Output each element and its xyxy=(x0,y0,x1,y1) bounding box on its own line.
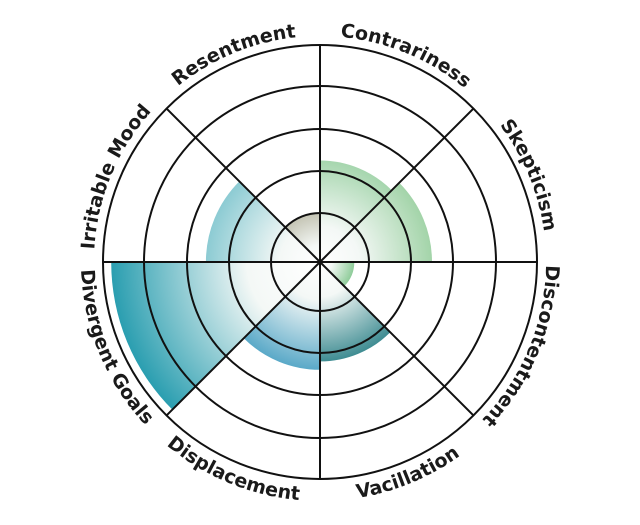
grid-spoke xyxy=(165,261,321,417)
sector-skepticism xyxy=(320,182,432,262)
sector-discontentment xyxy=(320,262,355,287)
grid-spoke xyxy=(319,107,475,263)
category-label: Contrariness xyxy=(340,20,476,92)
sector-contrariness xyxy=(320,160,392,262)
sector-resentment xyxy=(285,213,320,262)
grid-spoke xyxy=(165,107,321,263)
sector-divergent-goals xyxy=(111,262,320,410)
category-label: Irritable Mood xyxy=(77,100,155,250)
category-label: Resentment xyxy=(168,20,297,90)
category-label: Skepticism xyxy=(496,115,561,233)
sector-displacement xyxy=(243,262,320,370)
category-label: Displacement xyxy=(163,432,301,505)
sector-irritable-mood xyxy=(205,181,320,262)
grid-spoke xyxy=(319,261,475,417)
category-label: Discontentment xyxy=(478,265,563,432)
